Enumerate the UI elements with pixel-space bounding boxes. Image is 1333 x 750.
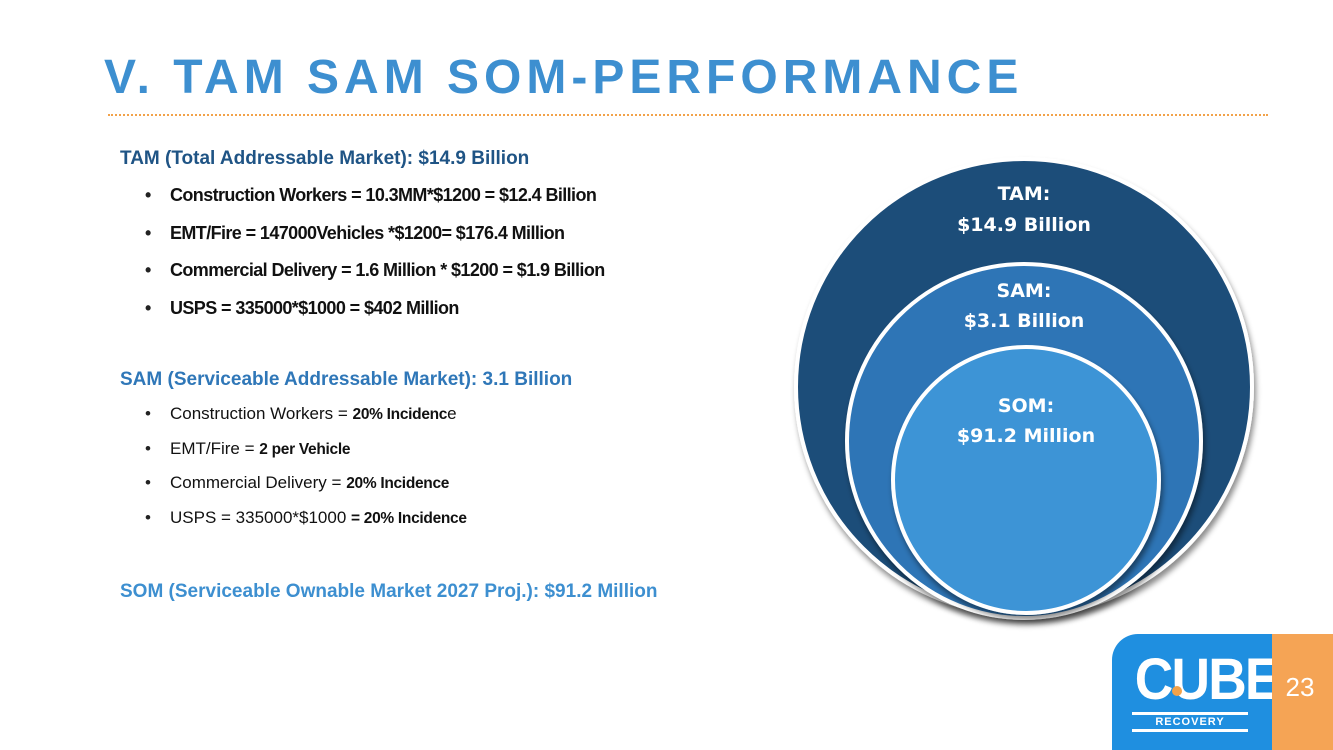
tam-item-construction: Construction Workers = 10.3MM*$1200 = $1…: [145, 185, 605, 223]
tam-list: Construction Workers = 10.3MM*$1200 = $1…: [145, 185, 605, 335]
sam-heading: SAM (Serviceable Addressable Market): 3.…: [120, 369, 573, 390]
title-divider: [108, 114, 1268, 116]
tam-circle-label: TAM:: [998, 183, 1051, 205]
cube-recovery-logo: CUBE RECOVERY: [1112, 634, 1281, 750]
sam-item-commercial-delivery: Commercial Delivery = 20% Incidence: [145, 473, 467, 508]
tam-item-usps: USPS = 335000*$1000 = $402 Million: [145, 298, 605, 336]
logo-wordmark: CUBE: [1134, 647, 1281, 712]
sam-circle-value: $3.1 Billion: [964, 310, 1085, 332]
logo-subtitle: RECOVERY: [1153, 715, 1227, 729]
sam-list: Construction Workers = 20% Incidence EMT…: [145, 404, 467, 542]
page-number: 23: [1285, 672, 1315, 702]
sam-item-usps: USPS = 335000*$1000 = 20% Incidence: [145, 508, 467, 543]
logo-subtitle-bar: RECOVERY: [1132, 712, 1248, 732]
som-circle-label: SOM:: [998, 395, 1054, 417]
sam-item-construction: Construction Workers = 20% Incidence: [145, 404, 467, 439]
som-heading: SOM (Serviceable Ownable Market 2027 Pro…: [120, 581, 658, 602]
sam-item-emt-fire: EMT/Fire = 2 per Vehicle: [145, 439, 467, 474]
som-circle-value: $91.2 Million: [957, 425, 1095, 447]
tam-sam-som-diagram: TAM: $14.9 Billion SAM: $3.1 Billion SOM…: [794, 157, 1254, 620]
tam-item-emt-fire: EMT/Fire = 147000Vehicles *$1200= $176.4…: [145, 223, 605, 261]
sam-circle-label: SAM:: [997, 280, 1052, 302]
som-circle: [891, 345, 1161, 615]
page-number-box: 23: [1272, 634, 1333, 750]
logo-dot-icon: [1172, 686, 1182, 696]
tam-item-commercial-delivery: Commercial Delivery = 1.6 Million * $120…: [145, 260, 605, 298]
tam-circle-value: $14.9 Billion: [957, 214, 1091, 236]
slide-title: V. TAM SAM SOM-PERFORMANCE: [104, 51, 1024, 104]
tam-heading: TAM (Total Addressable Market): $14.9 Bi…: [120, 148, 530, 169]
